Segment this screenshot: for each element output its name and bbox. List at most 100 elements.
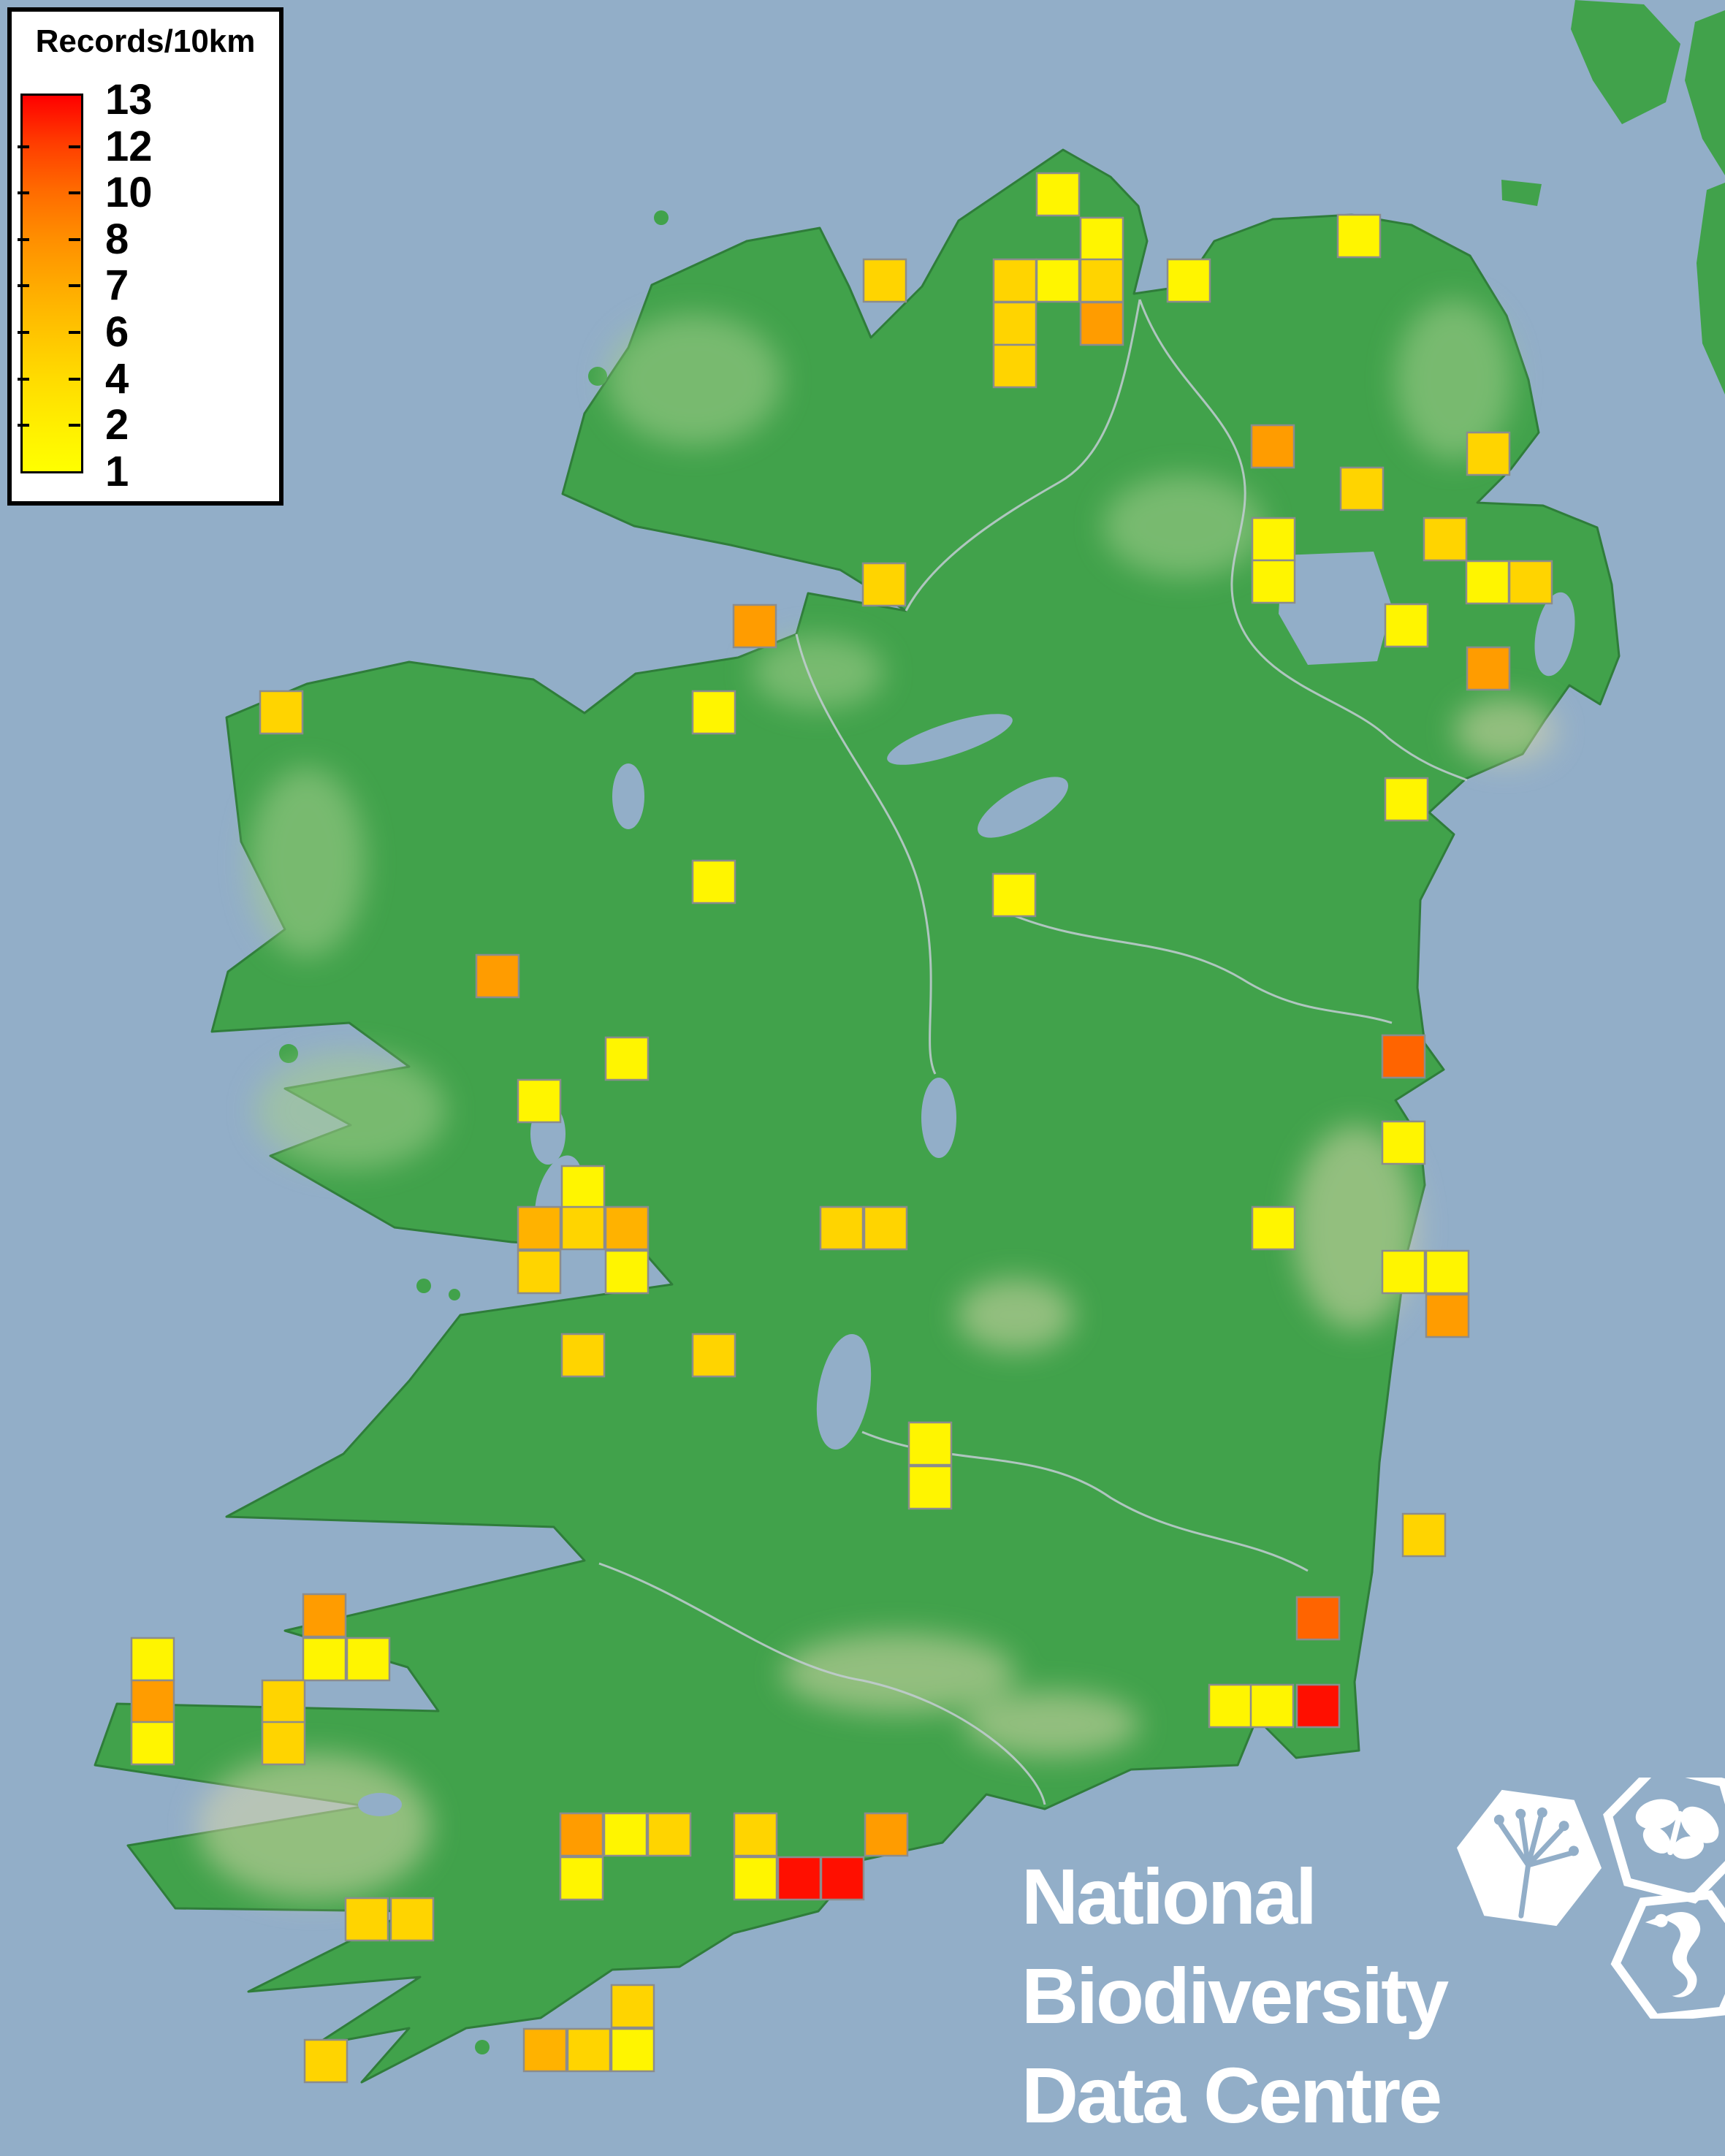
grid-square <box>732 603 777 649</box>
grid-square <box>1249 1683 1295 1729</box>
grid-square <box>559 1812 604 1857</box>
legend-tick <box>18 377 29 381</box>
grid-square <box>862 258 907 303</box>
grid-square <box>992 301 1037 346</box>
grid-square <box>1465 560 1510 605</box>
grid-square <box>864 1812 909 1857</box>
grid-square <box>560 1165 606 1210</box>
tree-hexagon-icon <box>1456 1789 1602 1927</box>
grid-square <box>691 1333 736 1378</box>
logo-hexagons <box>1456 1778 1725 2019</box>
biodiversity-logo: National Biodiversity Data Centre Docume… <box>1021 1778 1725 2156</box>
grid-square <box>1250 424 1295 469</box>
grid-square <box>344 1897 389 1942</box>
grid-square <box>863 1205 908 1251</box>
ireland-landmass <box>94 148 1621 2084</box>
legend-tick <box>69 145 80 148</box>
grid-square <box>1381 1034 1426 1079</box>
grid-square <box>1251 1205 1296 1251</box>
legend-label: 1 <box>105 447 129 495</box>
grid-square <box>777 1856 822 1901</box>
legend-title: Records/10km <box>35 23 256 59</box>
grid-square <box>691 859 736 904</box>
legend-tick <box>69 191 80 195</box>
grid-square <box>1466 646 1511 691</box>
legend-label: 12 <box>105 122 153 170</box>
legend-label: 2 <box>105 401 129 449</box>
relief-highlights <box>197 300 1556 1900</box>
grid-square <box>1079 258 1124 303</box>
grid-square <box>522 2027 568 2073</box>
grid-square <box>1251 517 1296 562</box>
grid-square <box>130 1679 175 1724</box>
logo-line-1: National <box>1021 1852 1317 1940</box>
logo-line-2: Biodiversity <box>1021 1951 1449 2040</box>
legend-tick <box>18 191 29 195</box>
legend-label: 8 <box>105 215 129 263</box>
grid-square <box>820 1856 865 1901</box>
grid-square <box>907 1465 953 1510</box>
scotland-landmass <box>1501 0 1725 395</box>
butterfly-hexagon-icon <box>1603 1778 1725 1904</box>
grid-square <box>610 1984 655 2029</box>
grid-square <box>991 872 1037 918</box>
grid-square <box>907 1421 953 1466</box>
grid-square <box>1251 559 1296 604</box>
legend-tick <box>18 145 29 148</box>
grid-square <box>1381 1120 1426 1165</box>
grid-square <box>559 1856 604 1901</box>
legend-tick <box>69 284 80 288</box>
grid-square <box>1425 1249 1470 1295</box>
legend-label: 13 <box>105 76 153 123</box>
legend-tick <box>18 237 29 241</box>
legend-tick <box>69 237 80 241</box>
grid-square <box>1295 1596 1341 1641</box>
grid-square <box>610 2027 655 2073</box>
grid-square <box>1079 216 1124 262</box>
grid-square <box>733 1812 778 1857</box>
grid-square <box>259 690 304 735</box>
grid-square <box>992 343 1037 389</box>
legend-label: 4 <box>105 354 129 403</box>
legend-tick <box>18 331 29 334</box>
grid-square <box>1035 172 1081 217</box>
grid-square <box>560 1205 606 1251</box>
grid-square <box>1384 603 1429 648</box>
grid-square <box>604 1205 650 1251</box>
grid-square <box>819 1205 864 1251</box>
legend-tick <box>18 424 29 427</box>
legend-label: 10 <box>105 169 153 217</box>
grid-square <box>603 1812 648 1857</box>
grid-squares <box>130 172 1553 2084</box>
grid-square <box>130 1637 175 1682</box>
county-borders <box>598 299 1468 1805</box>
grid-square <box>733 1856 778 1901</box>
grid-square <box>346 1637 391 1682</box>
legend-tick <box>69 331 80 334</box>
grid-square <box>566 2027 612 2073</box>
grid-square <box>861 562 907 607</box>
grid-square <box>1079 301 1124 346</box>
grid-square <box>389 1897 435 1942</box>
grid-square <box>1166 258 1211 303</box>
grid-square <box>992 258 1037 303</box>
grid-square <box>647 1812 692 1857</box>
legend-tick <box>18 284 29 288</box>
grid-square <box>1295 1683 1341 1729</box>
legend-label: 6 <box>105 308 129 356</box>
grid-square <box>560 1333 606 1378</box>
logo-line-3: Data Centre <box>1021 2051 1442 2139</box>
grid-square <box>1381 1249 1426 1295</box>
grid-square <box>1384 777 1429 822</box>
legend: Records/10km 13 12 10 8 7 6 4 2 1 <box>7 7 283 506</box>
legend-label: 7 <box>105 262 129 310</box>
grid-square <box>517 1205 562 1251</box>
grid-square <box>1401 1512 1447 1558</box>
legend-tick <box>69 424 80 427</box>
legend-gradient-bar <box>20 94 83 473</box>
grid-square <box>1425 1293 1470 1338</box>
grid-square <box>303 2038 349 2084</box>
grid-square <box>261 1721 306 1766</box>
